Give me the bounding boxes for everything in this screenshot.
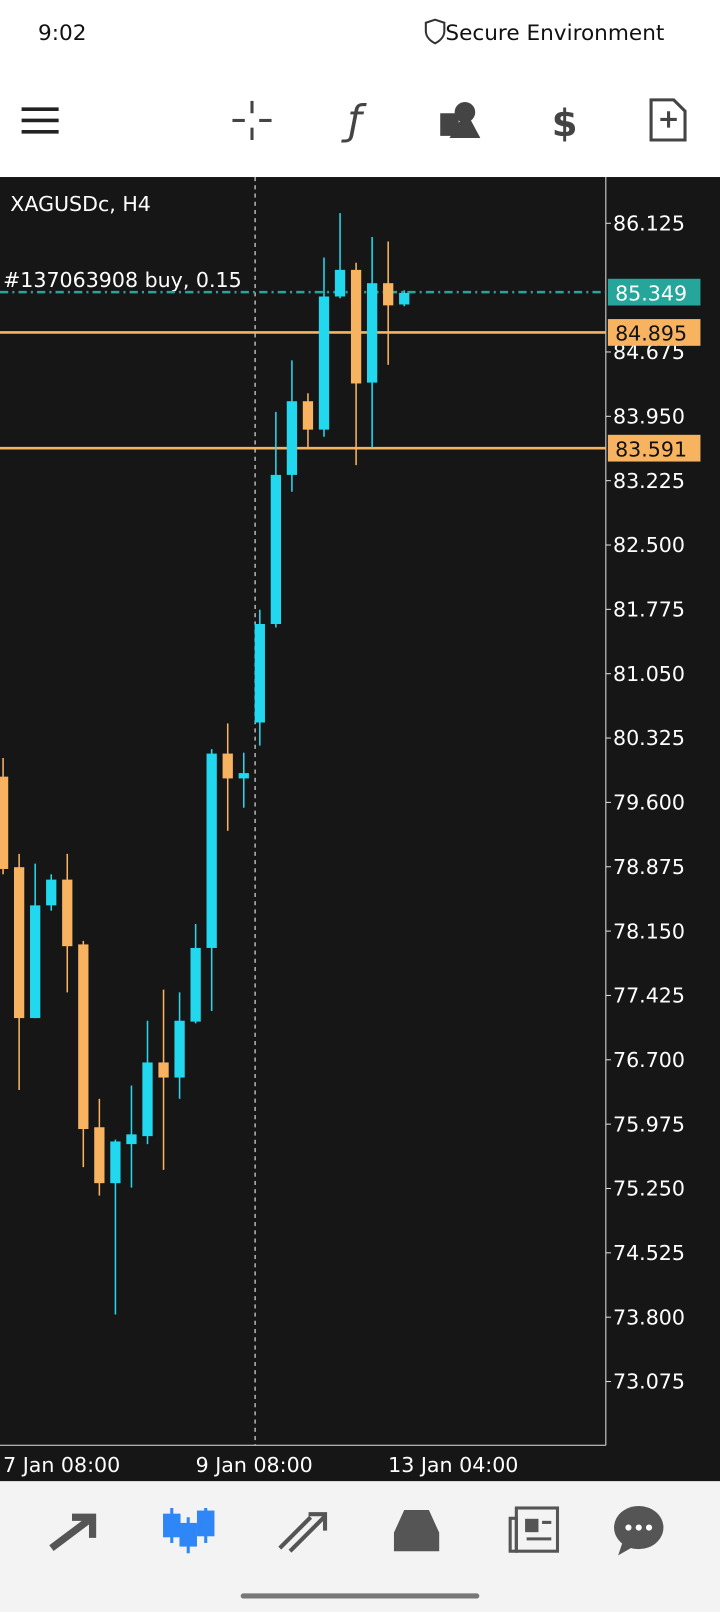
candle-body [383,283,394,306]
candle-body [13,867,25,1019]
y-tick-label: 81.775 [613,598,685,622]
y-tick-label: 86.125 [613,211,685,235]
objects-button[interactable] [440,101,481,138]
candle-body [158,1062,169,1078]
nav-trade[interactable] [278,1512,328,1553]
x-tick-label: 9 Jan 08:00 [196,1453,313,1477]
new-order-button[interactable] [649,98,687,142]
candle-body [318,296,330,430]
price-tag-label: 85.349 [615,281,687,305]
x-tick-label: 13 Jan 04:00 [388,1453,518,1477]
candle-body [399,292,410,305]
price-tag-label: 83.591 [615,437,687,461]
y-tick-label: 76.700 [613,1048,685,1072]
home-indicator [240,1593,480,1599]
y-tick-label: 80.325 [613,726,685,750]
candle-body [238,773,249,779]
y-tick-label: 73.075 [613,1370,685,1394]
nav-bg [0,1481,720,1612]
y-tick-label: 75.250 [613,1177,685,1201]
menu-button[interactable] [21,107,59,134]
nav-news[interactable] [508,1506,560,1553]
candle-body [270,474,282,625]
nav-quotes[interactable] [49,1513,97,1551]
y-tick-label: 81.050 [613,662,685,686]
price-tag [607,319,701,346]
candle-body [286,401,298,475]
y-tick-label: 78.150 [613,919,685,943]
candle-body [174,1020,185,1078]
candle-body [366,283,378,383]
symbol-title: XAGUSDc, H4 [10,192,151,216]
y-tick-label: 82.500 [613,533,685,557]
status-secure: Secure Environment [445,21,664,46]
status-time: 9:02 [38,21,86,46]
chart-bg [0,177,720,1482]
position-label: #137063908 buy, 0.15 [3,268,242,292]
x-tick-label: 7 Jan 08:00 [3,1453,120,1477]
y-tick-label: 74.525 [613,1241,685,1265]
y-tick-label: 79.600 [613,791,685,815]
candle-body [350,269,362,384]
candle-body [30,905,41,1019]
y-tick-label: 83.950 [613,405,685,429]
y-tick-label: 78.875 [613,855,685,879]
candle-body [302,401,314,430]
header-bg [0,0,720,178]
y-tick-label: 73.800 [613,1305,685,1329]
candle-body [0,776,9,869]
shield-icon [424,18,446,45]
crosshair-button[interactable] [232,100,272,140]
trade-button[interactable]: $ [552,102,578,145]
candle-body [334,269,346,297]
candle-body [94,1127,105,1184]
price-tag [607,278,701,306]
nav-chat[interactable] [614,1505,664,1556]
candle-body [254,624,265,723]
candle-body [126,1134,137,1145]
candle-body [78,944,89,1130]
nav-history[interactable] [393,1510,440,1552]
candle-body [62,879,73,947]
price-tag-label: 84.895 [615,322,687,346]
candle-body [46,879,57,906]
y-tick-label: 83.225 [613,469,685,493]
y-tick-label: 77.425 [613,984,685,1008]
y-tick-label: 75.975 [613,1112,685,1136]
nav-chart[interactable] [163,1507,215,1554]
price-tag [607,434,701,462]
candle-body [142,1062,153,1137]
candle-body [110,1141,121,1184]
candle-body [206,753,217,948]
candle-body [222,753,233,779]
candle-body [190,947,201,1022]
